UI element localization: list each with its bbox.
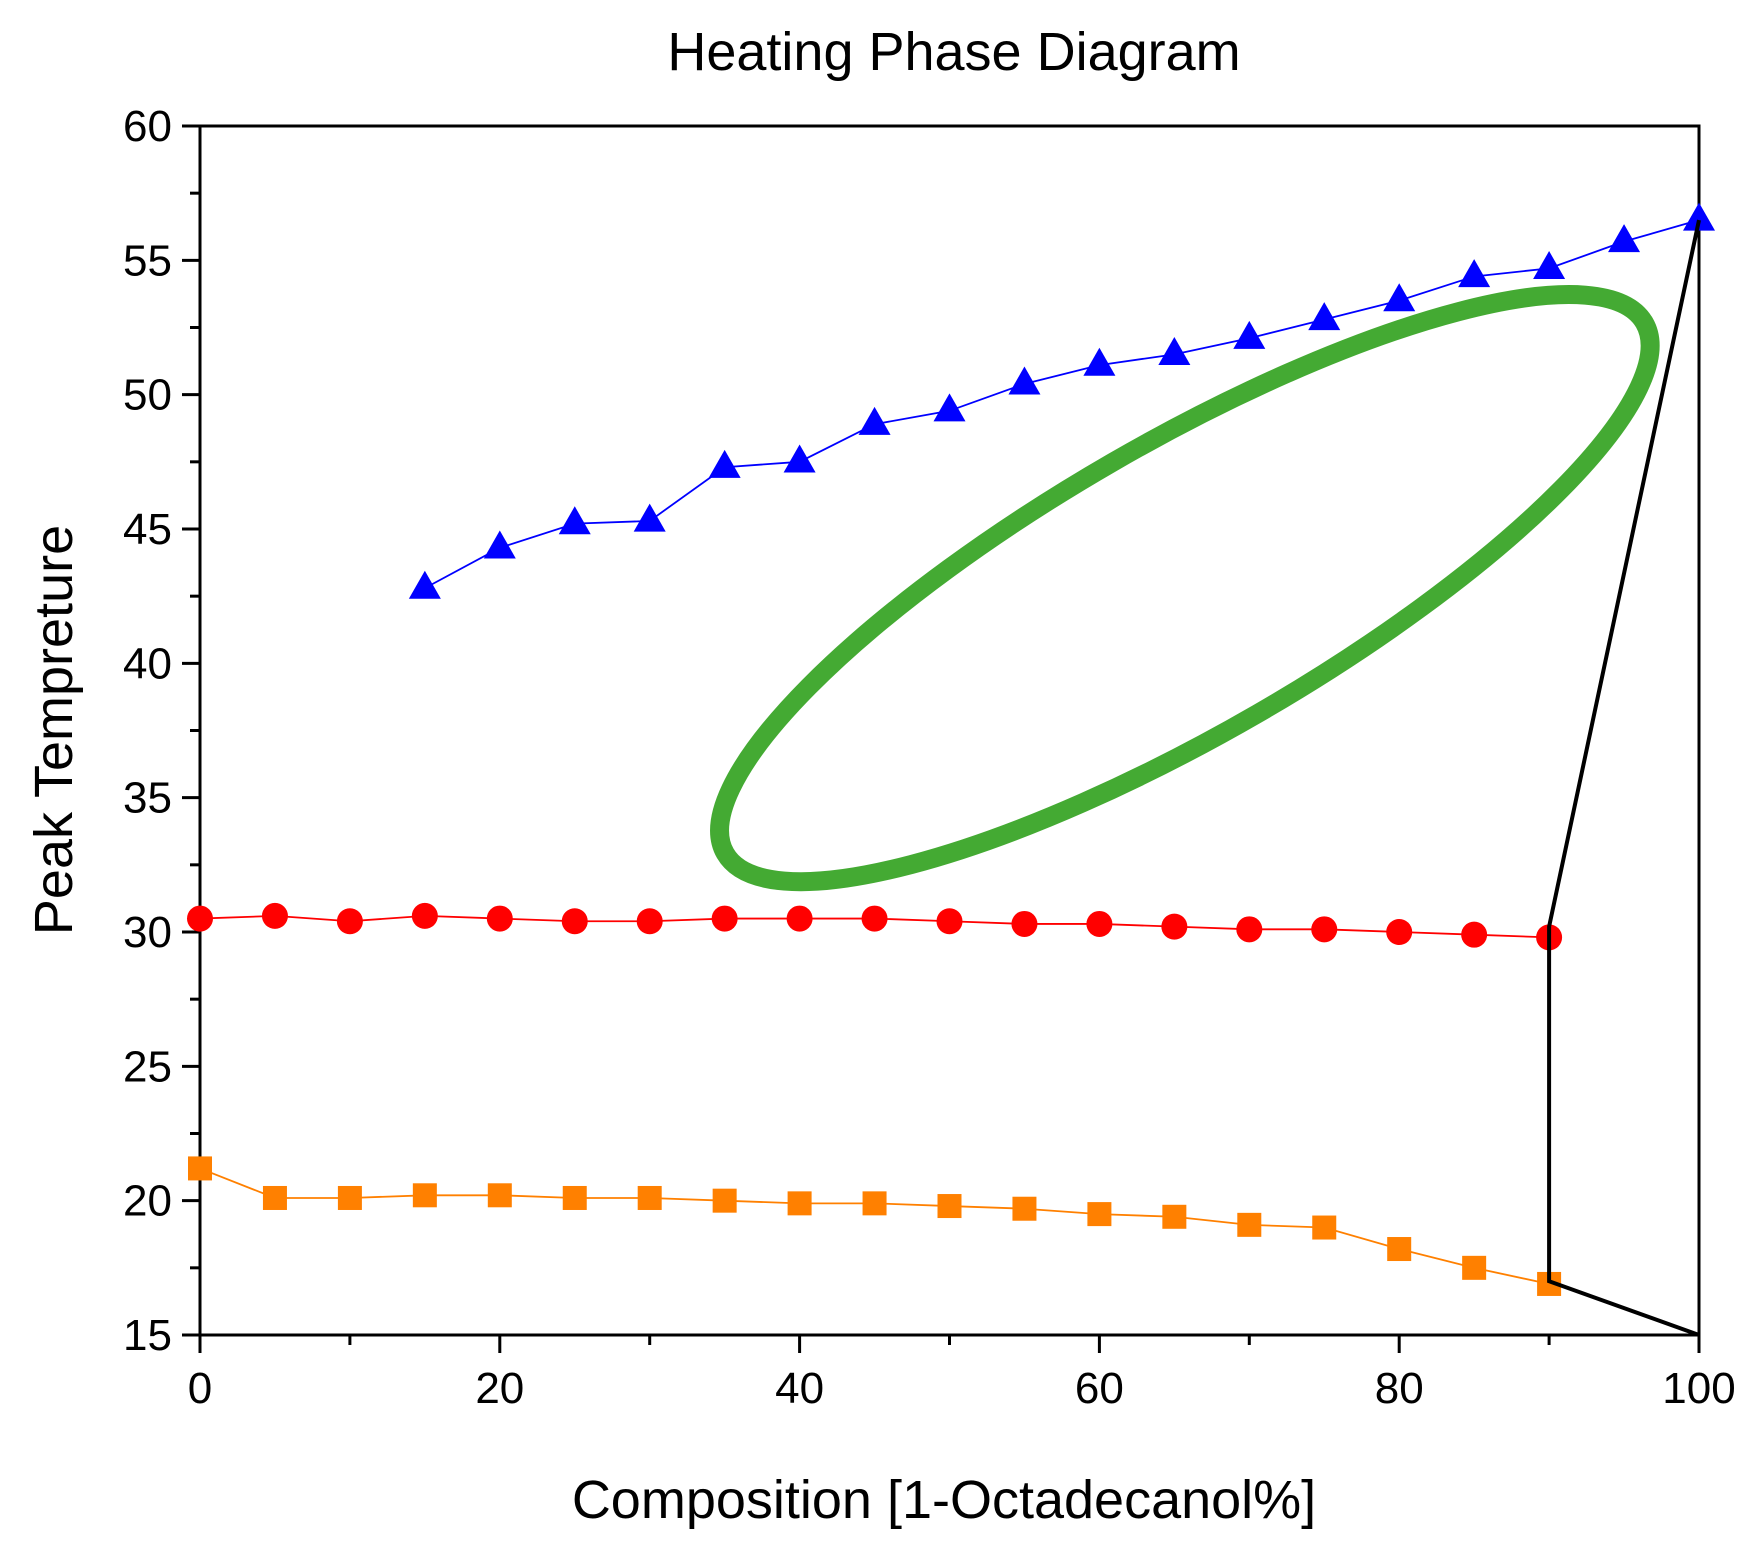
x-axis-label: Composition [1-Octadecanol%] bbox=[572, 1470, 1316, 1530]
circle-point bbox=[861, 905, 888, 932]
annotation-ellipse bbox=[710, 285, 1660, 892]
triangle-point bbox=[483, 530, 516, 559]
y-tick-label: 45 bbox=[123, 505, 172, 554]
circle-point bbox=[711, 905, 738, 932]
square-point bbox=[937, 1194, 962, 1219]
circle-point bbox=[1311, 916, 1338, 943]
square-point bbox=[188, 1156, 212, 1181]
y-tick-label: 60 bbox=[123, 102, 172, 151]
triangle-point bbox=[933, 393, 966, 422]
y-tick-label: 35 bbox=[123, 774, 172, 823]
square-point bbox=[1087, 1202, 1112, 1227]
y-tick-label: 25 bbox=[123, 1042, 172, 1091]
y-tick-label: 30 bbox=[123, 908, 172, 957]
square-point bbox=[1012, 1196, 1037, 1221]
triangle-point bbox=[1158, 337, 1191, 366]
triangle-point bbox=[1533, 251, 1566, 280]
square-point bbox=[787, 1191, 812, 1216]
plot-area: 0 20 40 60 80 100 15 20 25 30 35 40 45 50 55 60 bbox=[123, 102, 1736, 1413]
series-line bbox=[199, 1167, 1550, 1285]
x-tick-label: 40 bbox=[775, 1364, 824, 1413]
triangle-point bbox=[408, 570, 441, 599]
annotation-boundary-line bbox=[1547, 219, 1701, 1337]
chart-title: Heating Phase Diagram bbox=[667, 22, 1240, 82]
square-point bbox=[1462, 1255, 1487, 1280]
x-tick-label: 100 bbox=[1662, 1364, 1735, 1413]
circle-point bbox=[1011, 910, 1038, 937]
triangle-point bbox=[633, 503, 666, 532]
y-tick-label: 20 bbox=[123, 1177, 172, 1226]
triangle-point bbox=[783, 444, 816, 473]
circle-point bbox=[187, 905, 213, 932]
triangle-point bbox=[708, 449, 741, 478]
circle-point bbox=[486, 905, 513, 932]
triangle-point bbox=[1683, 202, 1715, 231]
triangle-point bbox=[1308, 302, 1341, 331]
triangle-point bbox=[1008, 366, 1041, 395]
circle-point bbox=[561, 908, 588, 935]
y-tick-label: 50 bbox=[123, 371, 172, 420]
circle-point bbox=[1161, 913, 1188, 940]
y-tick-label: 40 bbox=[123, 639, 172, 688]
circle-point bbox=[786, 905, 813, 932]
circle-point bbox=[411, 902, 438, 929]
circle-point bbox=[1461, 921, 1488, 948]
series-line bbox=[424, 219, 1700, 589]
triangle-point bbox=[558, 506, 591, 535]
y-axis-label: Peak Tempreture bbox=[24, 525, 84, 935]
triangle-point bbox=[1233, 320, 1266, 349]
x-tick-label: 60 bbox=[1075, 1364, 1124, 1413]
y-tick-label: 15 bbox=[123, 1311, 172, 1360]
triangle-point bbox=[1608, 224, 1641, 253]
triangle-point bbox=[1458, 259, 1491, 288]
square-point bbox=[1312, 1215, 1337, 1240]
square-point bbox=[637, 1185, 662, 1210]
x-tick-label: 0 bbox=[188, 1364, 212, 1413]
circle-point bbox=[936, 908, 963, 935]
square-point bbox=[1237, 1212, 1262, 1237]
triangle-point bbox=[1083, 347, 1116, 376]
circle-point bbox=[636, 908, 663, 935]
square-point bbox=[862, 1191, 887, 1216]
square-point bbox=[412, 1183, 437, 1208]
square-point bbox=[712, 1188, 737, 1213]
circle-point bbox=[261, 902, 288, 929]
triangle-point bbox=[858, 406, 891, 435]
circle-point bbox=[1236, 916, 1263, 943]
y-tick-label: 55 bbox=[123, 236, 172, 285]
square-point bbox=[1162, 1204, 1187, 1229]
square-point bbox=[337, 1185, 362, 1210]
x-tick-label: 80 bbox=[1375, 1364, 1424, 1413]
square-point bbox=[1387, 1237, 1412, 1262]
circle-point bbox=[1086, 910, 1113, 937]
square-point bbox=[262, 1185, 287, 1210]
circle-point bbox=[1386, 919, 1413, 945]
triangle-point bbox=[1383, 283, 1416, 312]
x-tick-label: 20 bbox=[475, 1364, 524, 1413]
square-point bbox=[562, 1185, 587, 1210]
square-point bbox=[487, 1183, 512, 1208]
circle-point bbox=[336, 908, 363, 935]
